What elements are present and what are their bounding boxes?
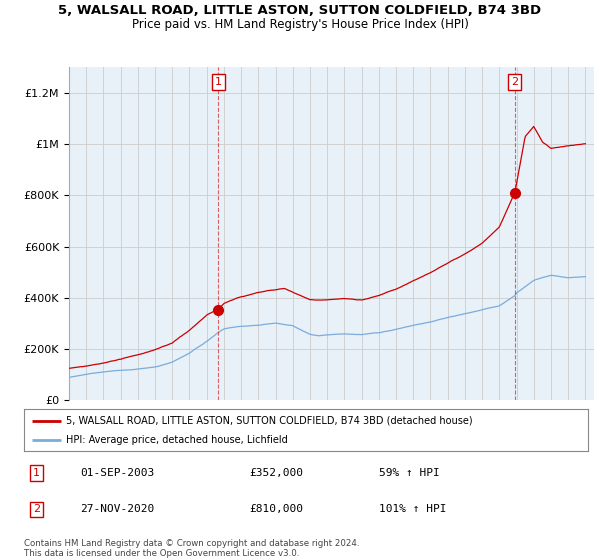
Text: 27-NOV-2020: 27-NOV-2020 (80, 505, 155, 514)
Text: 2: 2 (511, 77, 518, 87)
Text: 2: 2 (33, 505, 40, 514)
Text: 1: 1 (215, 77, 222, 87)
Text: Price paid vs. HM Land Registry's House Price Index (HPI): Price paid vs. HM Land Registry's House … (131, 18, 469, 31)
Text: 5, WALSALL ROAD, LITTLE ASTON, SUTTON COLDFIELD, B74 3BD: 5, WALSALL ROAD, LITTLE ASTON, SUTTON CO… (58, 4, 542, 17)
Text: £352,000: £352,000 (250, 468, 304, 478)
Text: 101% ↑ HPI: 101% ↑ HPI (379, 505, 447, 514)
Text: 59% ↑ HPI: 59% ↑ HPI (379, 468, 440, 478)
Text: 5, WALSALL ROAD, LITTLE ASTON, SUTTON COLDFIELD, B74 3BD (detached house): 5, WALSALL ROAD, LITTLE ASTON, SUTTON CO… (66, 416, 473, 426)
Text: HPI: Average price, detached house, Lichfield: HPI: Average price, detached house, Lich… (66, 435, 288, 445)
Text: Contains HM Land Registry data © Crown copyright and database right 2024.
This d: Contains HM Land Registry data © Crown c… (24, 539, 359, 558)
Text: £810,000: £810,000 (250, 505, 304, 514)
Text: 01-SEP-2003: 01-SEP-2003 (80, 468, 155, 478)
Text: 1: 1 (33, 468, 40, 478)
